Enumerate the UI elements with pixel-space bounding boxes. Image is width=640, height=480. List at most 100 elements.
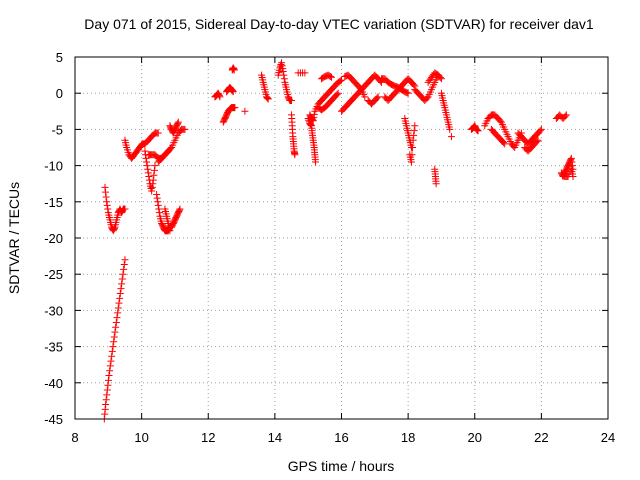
data-point	[432, 180, 440, 188]
data-point	[121, 205, 129, 213]
data-point	[118, 275, 126, 283]
data-point	[533, 137, 541, 145]
x-tick-label: 12	[201, 430, 215, 445]
data-point	[409, 136, 417, 144]
data-point	[114, 309, 122, 317]
data-point	[110, 224, 118, 232]
data-point	[166, 227, 174, 235]
data-point	[310, 114, 318, 122]
data-point	[263, 94, 271, 102]
data-point	[279, 67, 287, 75]
data-point	[326, 73, 334, 81]
data-point	[155, 209, 163, 217]
data-point	[434, 71, 442, 79]
x-tick-label: 18	[401, 430, 415, 445]
data-point	[155, 205, 163, 213]
data-point	[279, 65, 287, 73]
x-tick-label: 24	[601, 430, 615, 445]
data-point	[361, 93, 369, 101]
data-point	[154, 129, 162, 137]
data-point	[107, 357, 115, 365]
data-point	[328, 73, 336, 81]
data-point	[562, 111, 570, 119]
data-point	[164, 147, 172, 155]
data-point	[536, 127, 544, 135]
data-point	[446, 125, 454, 133]
axis-ticks	[74, 56, 609, 420]
y-tick-label: -15	[44, 195, 63, 210]
data-point	[174, 118, 182, 126]
data-point	[115, 299, 123, 307]
data-point	[143, 162, 151, 170]
data-point	[120, 261, 128, 269]
y-tick-label: -5	[51, 122, 63, 137]
data-points	[100, 59, 577, 423]
x-tick-label: 14	[268, 430, 282, 445]
data-point	[374, 93, 382, 101]
data-point	[288, 96, 296, 104]
y-tick-label: -45	[44, 412, 63, 427]
data-point	[101, 183, 109, 191]
data-point	[567, 154, 575, 162]
data-point	[102, 193, 110, 201]
chart-title: Day 071 of 2015, Sidereal Day-to-day VTE…	[84, 16, 594, 32]
data-point	[113, 314, 121, 322]
grid-lines	[75, 57, 608, 419]
x-tick-label: 20	[468, 430, 482, 445]
data-point	[229, 87, 237, 95]
data-point	[119, 270, 127, 278]
data-point	[109, 343, 117, 351]
data-point	[104, 376, 112, 384]
data-point	[154, 198, 162, 206]
data-point	[117, 285, 125, 293]
data-point	[307, 121, 315, 129]
data-point	[216, 93, 224, 101]
data-point	[102, 188, 110, 196]
data-point	[112, 323, 120, 331]
data-point	[537, 125, 545, 133]
data-point	[149, 176, 157, 184]
data-point	[423, 94, 431, 102]
data-point	[291, 151, 299, 159]
data-point	[105, 372, 113, 380]
data-point	[231, 104, 239, 112]
data-point	[277, 60, 285, 68]
data-point	[103, 391, 111, 399]
data-point	[103, 198, 111, 206]
data-point	[144, 165, 152, 173]
data-point	[112, 318, 120, 326]
y-tick-label: -25	[44, 267, 63, 282]
data-point	[308, 115, 316, 123]
data-point	[334, 89, 342, 97]
data-point	[151, 162, 159, 170]
data-point	[411, 122, 419, 130]
data-point	[230, 66, 238, 74]
data-point	[410, 81, 418, 89]
data-point	[102, 396, 110, 404]
data-point	[410, 127, 418, 135]
data-point	[106, 367, 114, 375]
data-point	[215, 92, 223, 100]
data-point	[150, 171, 158, 179]
data-point	[301, 69, 309, 77]
data-point	[141, 147, 149, 155]
data-point	[534, 136, 542, 144]
data-point	[501, 140, 509, 148]
data-point	[310, 110, 318, 118]
data-point	[102, 401, 110, 409]
y-tick-label: -35	[44, 340, 63, 355]
y-tick-label: -10	[44, 159, 63, 174]
data-point	[408, 151, 416, 159]
data-point	[111, 328, 119, 336]
data-point	[110, 333, 118, 341]
data-point	[447, 133, 455, 141]
x-tick-label: 8	[71, 430, 78, 445]
data-point	[333, 90, 341, 98]
data-point	[143, 158, 151, 166]
data-point	[409, 144, 417, 151]
data-point	[116, 294, 124, 302]
data-point	[241, 107, 249, 115]
data-point	[356, 84, 364, 92]
data-point	[229, 88, 237, 96]
